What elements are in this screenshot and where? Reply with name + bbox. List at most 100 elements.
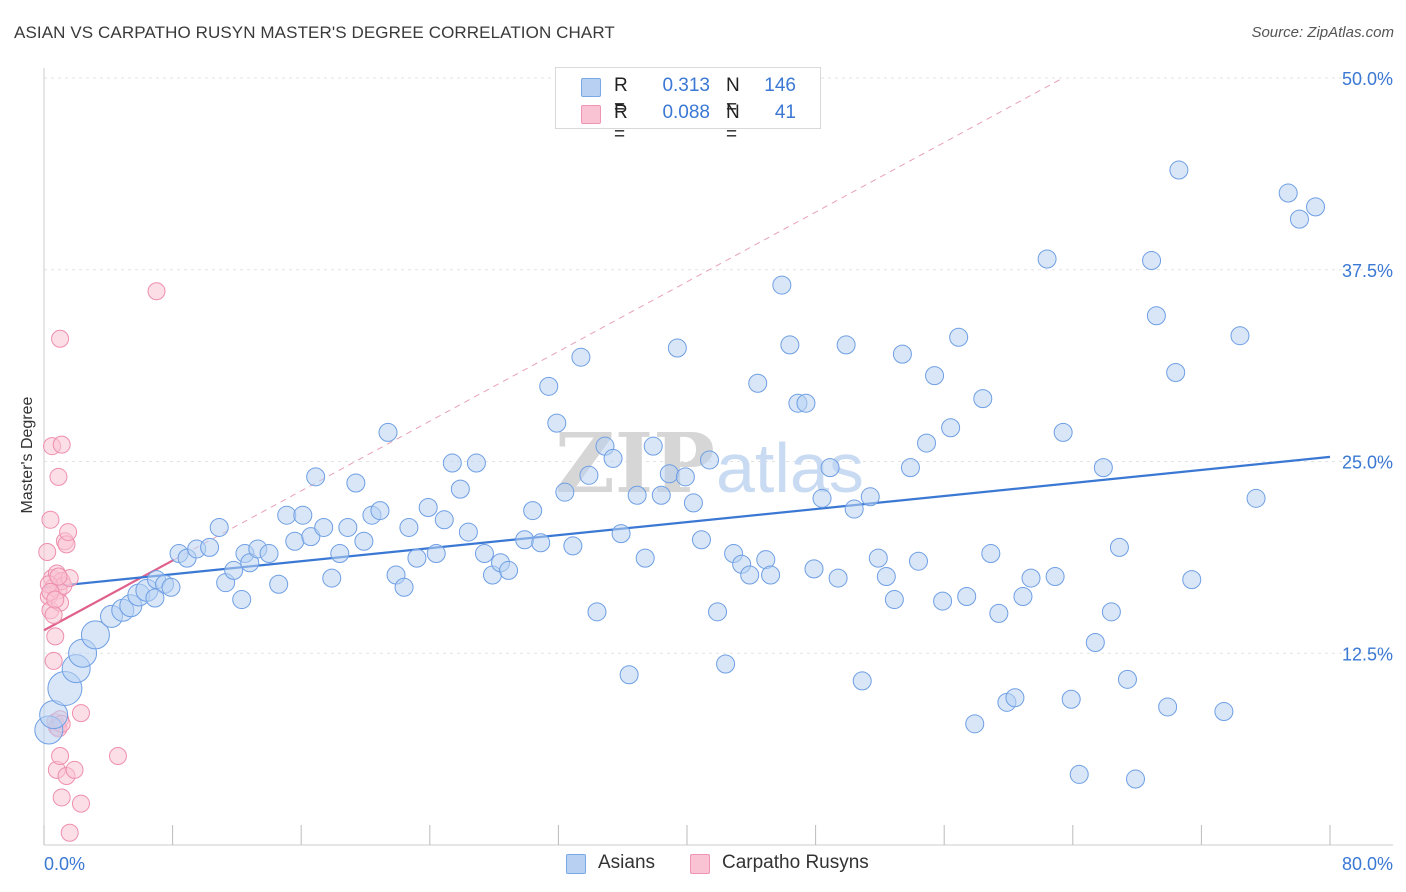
asian-point xyxy=(981,544,1001,564)
rusyn-point xyxy=(60,823,79,842)
asian-point xyxy=(1045,567,1065,587)
asian-point xyxy=(900,458,920,478)
asian-point xyxy=(884,590,904,610)
asian-point xyxy=(1005,688,1025,708)
asian-point xyxy=(683,493,703,513)
asian-point xyxy=(547,413,567,433)
asian-point xyxy=(611,524,631,544)
x-tick-label-min: 0.0% xyxy=(44,854,85,874)
asian-point xyxy=(828,568,848,588)
asian-point xyxy=(523,501,543,521)
asian-point xyxy=(1101,602,1121,622)
asian-point xyxy=(285,531,305,551)
asian-point xyxy=(836,335,856,355)
asian-point xyxy=(659,464,679,484)
asian-point xyxy=(442,453,462,473)
asian-point xyxy=(306,467,326,487)
asian-point xyxy=(941,418,961,438)
y-tick-label: 12.5% xyxy=(1342,644,1393,664)
asian-point xyxy=(277,505,297,525)
asian-point xyxy=(499,560,519,580)
asian-point xyxy=(876,567,896,587)
rusyn-point xyxy=(52,788,71,807)
asian-point xyxy=(627,485,647,505)
rusyn-points xyxy=(38,282,166,842)
rusyn-point xyxy=(46,627,65,646)
asian-point xyxy=(1146,306,1166,326)
rusyn-point xyxy=(51,329,70,348)
asian-point xyxy=(1230,326,1250,346)
asian-point xyxy=(1117,669,1137,689)
asian-point xyxy=(145,588,165,608)
asians-n-value: 146 xyxy=(764,75,796,96)
asian-point xyxy=(804,559,824,579)
asian-point xyxy=(691,530,711,550)
asian-point xyxy=(418,498,438,518)
rusyn-point xyxy=(38,543,57,562)
r-label: R = xyxy=(614,75,628,118)
asian-point xyxy=(338,517,358,537)
n-label: N = xyxy=(726,75,740,118)
asian-point xyxy=(1306,197,1326,217)
asian-point xyxy=(675,467,695,487)
trend-lines xyxy=(43,77,1331,632)
rusyn-point xyxy=(49,467,68,486)
asian-point xyxy=(80,620,110,650)
asian-point xyxy=(1013,586,1033,606)
asian-point xyxy=(555,482,575,502)
asian-point xyxy=(301,527,321,547)
asian-point xyxy=(370,501,390,521)
asian-points xyxy=(34,160,1326,789)
r-label: R = xyxy=(614,102,628,145)
asian-point xyxy=(965,714,985,734)
asian-point xyxy=(852,671,872,691)
asian-point xyxy=(1053,422,1073,442)
rusyn-point xyxy=(49,567,68,586)
asian-point xyxy=(1085,633,1105,653)
asian-point xyxy=(269,574,289,594)
y-tick-label: 50.0% xyxy=(1342,69,1393,89)
asian-point xyxy=(407,548,427,568)
asian-point xyxy=(1214,702,1234,722)
asian-point xyxy=(458,522,478,542)
asian-point xyxy=(957,586,977,606)
asian-point xyxy=(474,544,494,564)
asian-point xyxy=(450,479,470,499)
source-label: Source: ZipAtlas.com xyxy=(1251,24,1394,41)
asian-point xyxy=(989,603,1009,623)
asian-point xyxy=(925,366,945,386)
asian-point xyxy=(200,537,220,557)
rusyns-swatch xyxy=(581,105,601,124)
asian-point xyxy=(531,533,551,553)
asian-point xyxy=(700,450,720,470)
asian-point xyxy=(1061,689,1081,709)
asian-point xyxy=(1246,488,1266,508)
rusyn-point xyxy=(147,282,166,301)
rusyn-point xyxy=(51,747,70,766)
asian-point xyxy=(293,505,313,525)
asian-point xyxy=(667,338,687,358)
asian-point xyxy=(399,517,419,537)
asian-point xyxy=(772,275,792,295)
asian-point xyxy=(346,473,366,493)
asian-point xyxy=(716,654,736,674)
asian-point xyxy=(563,536,583,556)
rusyn-point xyxy=(71,704,90,723)
watermark-atlas: atlas xyxy=(716,429,864,507)
asian-point xyxy=(973,389,993,409)
y-tick-label: 37.5% xyxy=(1342,261,1393,281)
rusyn-point xyxy=(108,747,127,766)
asian-point xyxy=(917,433,937,453)
rusyn-point xyxy=(52,435,71,454)
rusyn-point xyxy=(71,794,90,813)
n-label: N = xyxy=(726,102,740,145)
x-tick-label-max: 80.0% xyxy=(1342,854,1393,874)
asians-legend-swatch xyxy=(566,854,586,874)
asian-point xyxy=(539,376,559,396)
asian-point xyxy=(322,568,342,588)
asian-point xyxy=(1169,160,1189,180)
asian-point xyxy=(161,577,181,597)
asian-point xyxy=(619,665,639,685)
stats-legend: R = 0.313 N = 146 R = 0.088 N = 41 xyxy=(555,67,821,145)
